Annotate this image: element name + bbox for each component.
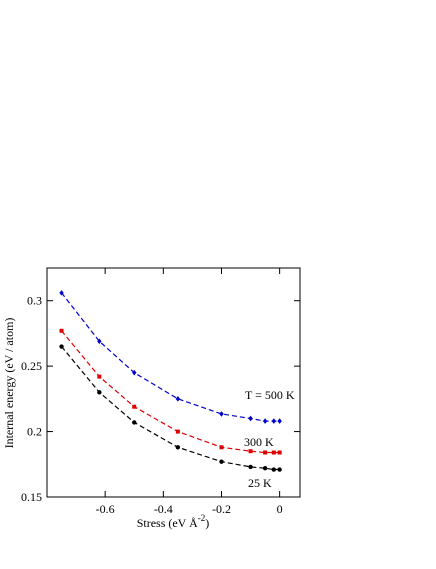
x-label-end: ): [205, 516, 209, 530]
marker: [219, 411, 224, 417]
marker: [97, 338, 102, 345]
marker: [59, 344, 64, 349]
marker: [132, 404, 137, 409]
marker: [248, 449, 253, 454]
x-tick-label: -0.2: [212, 502, 231, 516]
marker: [263, 450, 268, 455]
marker: [132, 420, 137, 425]
marker: [132, 369, 137, 376]
marker: [97, 390, 102, 395]
x-label-superscript: -2: [198, 513, 206, 523]
marker: [271, 467, 277, 472]
series-label: 25 K: [248, 476, 272, 490]
marker: [97, 374, 102, 379]
marker: [59, 328, 64, 333]
series-label: T = 500 K: [245, 388, 295, 402]
y-tick-label: 0.15: [21, 490, 42, 504]
marker: [175, 396, 181, 402]
marker: [262, 418, 268, 424]
marker: [219, 459, 224, 464]
marker: [271, 418, 277, 424]
marker: [277, 418, 282, 424]
marker: [175, 429, 180, 434]
marker: [248, 464, 253, 470]
y-tick-label: 0.25: [21, 359, 42, 373]
plot-frame: [46, 267, 301, 498]
y-tick-label: 0.2: [27, 425, 42, 439]
series-label: 300 K: [244, 435, 274, 449]
x-axis-label: Stress (eV Å-2): [137, 513, 210, 530]
x-tick-label: -0.4: [154, 502, 173, 516]
x-tick-label: -0.6: [96, 502, 115, 516]
marker: [175, 445, 181, 450]
marker: [59, 290, 64, 296]
y-tick-label: 0.3: [27, 294, 42, 308]
marker: [271, 450, 276, 455]
marker: [248, 415, 253, 422]
x-tick-label: 0: [277, 502, 283, 516]
marker: [277, 450, 282, 455]
marker: [277, 467, 282, 472]
x-label-main: Stress (eV Å: [137, 516, 198, 530]
marker: [219, 445, 224, 450]
y-axis-label: Internal energy (eV / atom): [2, 318, 16, 449]
marker: [262, 466, 268, 471]
